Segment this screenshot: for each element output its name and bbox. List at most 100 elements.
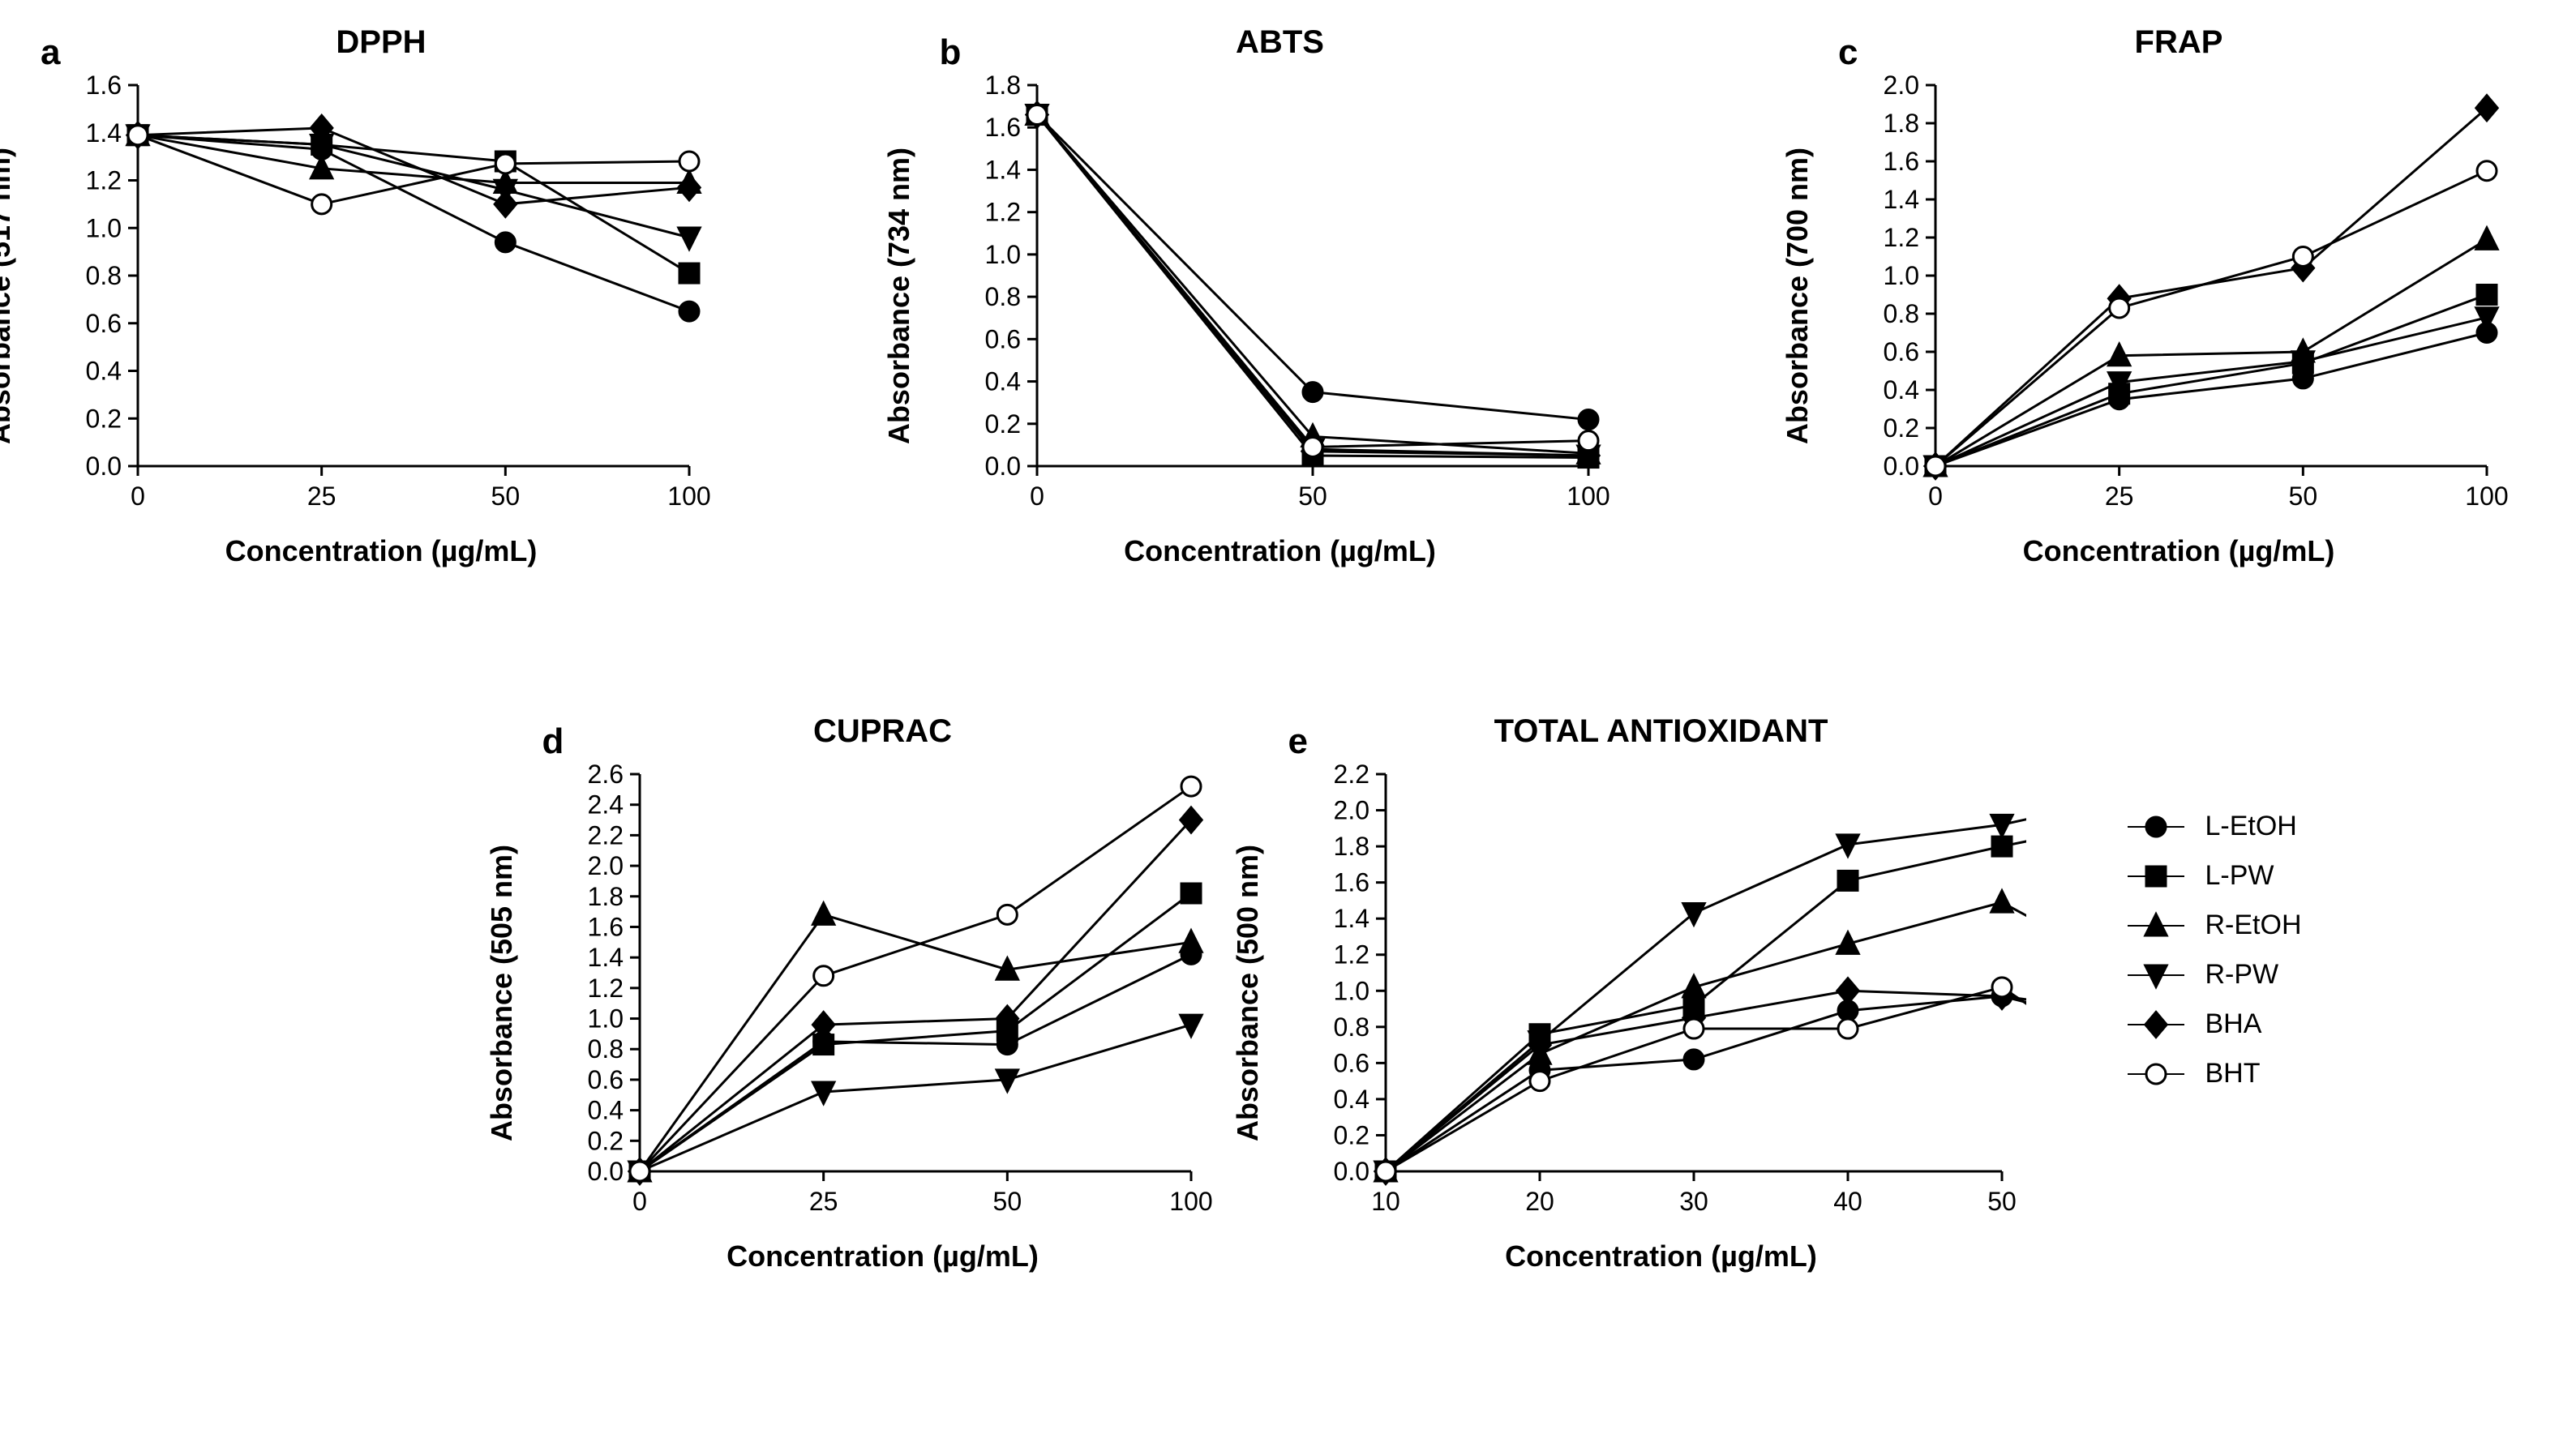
ytick-label: 1.4 — [86, 118, 122, 148]
series-marker-BHT — [1530, 1072, 1549, 1091]
y-axis-label: Absorbance (517 nm) — [0, 148, 17, 444]
xtick-label: 0 — [1928, 482, 1943, 511]
ytick-label: 0.2 — [1333, 1120, 1369, 1149]
ytick-label: 2.2 — [587, 820, 623, 850]
ytick-label: 1.8 — [1333, 832, 1369, 861]
series-marker-BHT — [679, 152, 699, 171]
ytick-label: 1.8 — [587, 882, 623, 911]
xtick-label: 50 — [1987, 1187, 2017, 1216]
legend-label: BHT — [2205, 1058, 2261, 1089]
series-marker-L-EtOH — [679, 302, 699, 321]
ytick-label: 0.4 — [984, 367, 1020, 396]
series-marker-BHT — [2477, 161, 2497, 181]
series-marker-L-EtOH — [1303, 383, 1322, 402]
series-marker-BHT — [1684, 1019, 1704, 1038]
chart-title: FRAP — [2135, 24, 2223, 61]
ytick-label: 1.2 — [1333, 940, 1369, 970]
series-marker-BHA — [679, 175, 700, 200]
ytick-label: 1.0 — [587, 1004, 623, 1034]
ytick-label: 0.0 — [587, 1157, 623, 1186]
series-marker-R-PW — [1837, 835, 1858, 856]
xtick-label: 100 — [2465, 482, 2508, 511]
series-marker-R-EtOH — [2476, 228, 2497, 249]
series-marker-R-PW — [679, 228, 700, 249]
series-marker-BHT — [495, 154, 515, 173]
series-marker-R-PW — [812, 1082, 834, 1103]
legend-marker — [2128, 1073, 2184, 1075]
ytick-label: 0.4 — [1333, 1085, 1369, 1114]
ytick-label: 0.8 — [587, 1034, 623, 1064]
ytick-label: 0.0 — [1333, 1157, 1369, 1186]
series-marker-R-PW — [1180, 1015, 1201, 1036]
series-line-L-EtOH — [1386, 996, 2026, 1171]
chart-title: DPPH — [336, 24, 426, 61]
chart-svg: 0.00.20.40.60.81.01.21.41.61.82.02.21020… — [1297, 758, 2026, 1228]
series-marker-R-EtOH — [812, 903, 834, 924]
legend-label: L-EtOH — [2205, 811, 2297, 842]
series-marker-L-PW — [1838, 871, 1858, 890]
series-marker-BHT — [1926, 456, 1945, 476]
series-marker-L-PW — [1181, 884, 1201, 903]
panel-d: dCUPRAC0.00.20.40.60.81.01.21.41.61.82.0… — [551, 713, 1215, 1273]
xtick-label: 100 — [667, 482, 710, 511]
y-axis-label: Absorbance (500 nm) — [1231, 845, 1265, 1141]
ytick-label: 0.8 — [984, 282, 1020, 311]
chart-box: 0.00.20.40.60.81.01.21.41.61.82.02.22.42… — [551, 758, 1215, 1228]
ytick-label: 1.6 — [984, 113, 1020, 142]
ytick-label: 1.4 — [1333, 904, 1369, 933]
ytick-label: 0.6 — [1884, 337, 1919, 366]
panel-letter: d — [542, 721, 564, 762]
y-axis-label: Absorbance (505 nm) — [485, 845, 519, 1141]
panel-letter: c — [1838, 32, 1858, 73]
ytick-label: 0.6 — [587, 1065, 623, 1094]
series-marker-BHA — [2476, 96, 2497, 121]
chart-svg: 0.00.20.40.60.81.01.21.41.602550100 — [49, 69, 714, 523]
ytick-label: 0.2 — [984, 409, 1020, 439]
x-axis-label: Concentration (µg/mL) — [727, 1239, 1039, 1273]
chart-svg: 0.00.20.40.60.81.01.21.41.61.8050100 — [948, 69, 1613, 523]
xtick-label: 0 — [632, 1187, 647, 1216]
y-axis-label: Absorbance (734 nm) — [882, 148, 916, 444]
series-line-BHT — [1935, 171, 2487, 466]
series-marker-L-EtOH — [1579, 410, 1598, 430]
ytick-label: 1.8 — [1884, 109, 1919, 138]
xtick-label: 10 — [1371, 1187, 1400, 1216]
legend-label: R-PW — [2205, 959, 2279, 991]
legend-item: R-PW — [2128, 959, 2302, 991]
series-marker-R-EtOH — [1991, 891, 2012, 912]
series-line-L-PW — [1037, 115, 1588, 458]
ytick-label: 0.2 — [587, 1126, 623, 1155]
series-marker-BHT — [630, 1162, 649, 1181]
panel-letter: e — [1288, 721, 1308, 762]
legend-item: R-EtOH — [2128, 910, 2302, 941]
series-marker-BHT — [1181, 777, 1201, 796]
ytick-label: 1.6 — [86, 71, 122, 100]
panel-letter: a — [41, 32, 60, 73]
series-line-L-PW — [138, 135, 689, 273]
series-line-L-EtOH — [1037, 115, 1588, 420]
series-marker-L-PW — [2477, 285, 2497, 305]
ytick-label: 1.2 — [587, 974, 623, 1003]
xtick-label: 100 — [1567, 482, 1609, 511]
xtick-label: 40 — [1833, 1187, 1862, 1216]
series-line-R-EtOH — [1386, 902, 2026, 1171]
series-marker-R-EtOH — [1180, 931, 1201, 952]
y-axis-label: Absorbance (700 nm) — [1781, 148, 1815, 444]
xtick-label: 50 — [2289, 482, 2318, 511]
series-marker-BHT — [1027, 105, 1047, 125]
panel-a: aDPPH0.00.20.40.60.81.01.21.41.602550100… — [49, 24, 714, 568]
xtick-label: 0 — [1030, 482, 1044, 511]
ytick-label: 0.2 — [86, 404, 122, 433]
xtick-label: 50 — [1298, 482, 1327, 511]
legend-item: L-EtOH — [2128, 811, 2302, 842]
series-line-L-PW — [1386, 821, 2026, 1171]
xtick-label: 30 — [1679, 1187, 1708, 1216]
chart-box: 0.00.20.40.60.81.01.21.41.61.82.00255010… — [1846, 69, 2511, 523]
xtick-label: 25 — [2105, 482, 2134, 511]
ytick-label: 0.6 — [984, 324, 1020, 353]
series-line-L-PW — [640, 893, 1191, 1171]
ytick-label: 1.2 — [86, 166, 122, 195]
chart-svg: 0.00.20.40.60.81.01.21.41.61.82.00255010… — [1846, 69, 2511, 523]
series-marker-L-EtOH — [1684, 1050, 1704, 1069]
legend-marker — [2128, 1024, 2184, 1025]
